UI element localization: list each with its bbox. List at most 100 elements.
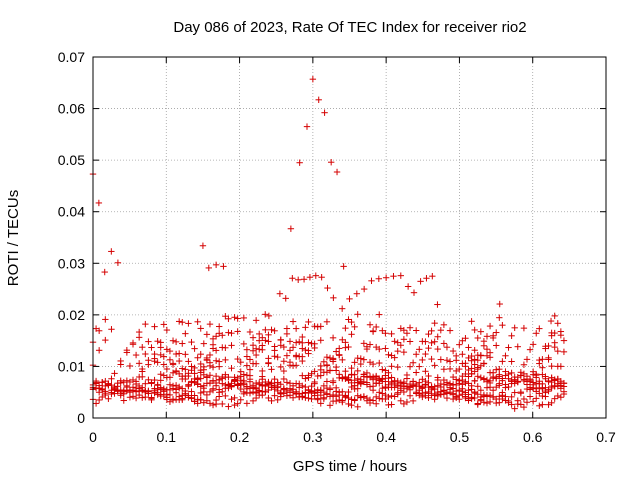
data-point (406, 338, 414, 345)
data-point (357, 378, 364, 385)
data-point (132, 378, 140, 385)
data-point (468, 394, 475, 401)
data-point (449, 373, 457, 381)
data-point (385, 351, 392, 358)
data-point (533, 330, 540, 337)
data-point (299, 353, 306, 360)
data-point (526, 346, 534, 353)
x-tick-label: 0.4 (376, 429, 396, 445)
data-point (148, 380, 155, 387)
data-point (309, 75, 317, 83)
data-point (354, 367, 361, 375)
data-point (419, 356, 426, 364)
data-point (425, 344, 432, 352)
data-point (259, 342, 266, 349)
data-point (120, 388, 127, 396)
data-point (197, 350, 204, 358)
data-point (299, 393, 306, 401)
data-point (268, 366, 275, 373)
data-point (203, 391, 211, 399)
data-point (440, 321, 448, 329)
data-point (151, 388, 158, 396)
data-point (271, 392, 278, 399)
data-point (286, 338, 294, 345)
data-point (536, 356, 543, 364)
data-point (511, 324, 518, 332)
data-point (194, 376, 201, 383)
data-point (520, 361, 528, 368)
data-point (394, 347, 401, 355)
data-point (283, 379, 291, 386)
data-point (351, 397, 358, 404)
data-point (252, 385, 260, 393)
data-point (539, 401, 546, 408)
data-point (520, 324, 528, 332)
data-point (545, 342, 552, 350)
data-point (326, 393, 334, 400)
data-point (397, 379, 404, 386)
data-point (388, 330, 395, 338)
data-point (486, 398, 494, 406)
data-point (468, 352, 475, 360)
data-point (120, 378, 127, 386)
data-point (429, 272, 436, 280)
data-point (422, 368, 429, 375)
data-point (259, 382, 266, 390)
data-point (348, 318, 355, 326)
data-point (391, 378, 398, 385)
data-point (547, 317, 555, 325)
data-point (368, 277, 375, 285)
data-point (336, 371, 343, 378)
data-point (252, 345, 260, 352)
data-point (385, 393, 392, 401)
data-point (271, 375, 278, 383)
data-point (400, 348, 408, 356)
data-point (271, 343, 278, 350)
data-point (388, 401, 395, 408)
data-point (185, 358, 192, 365)
data-point (539, 392, 546, 400)
data-point (237, 368, 244, 375)
x-tick-label: 0.2 (230, 429, 250, 445)
data-point (449, 347, 457, 355)
data-point (252, 360, 260, 367)
data-point (123, 346, 131, 354)
data-point (412, 383, 420, 390)
x-tick-label: 0.1 (157, 429, 177, 445)
data-point (443, 389, 451, 396)
data-point (496, 365, 503, 373)
data-point (259, 334, 266, 341)
data-point (474, 365, 481, 373)
data-point (508, 401, 515, 408)
data-point (409, 378, 417, 385)
data-point (369, 373, 377, 381)
data-point (265, 360, 272, 367)
data-point (283, 386, 291, 394)
data-point (197, 383, 204, 390)
data-point (554, 375, 561, 383)
data-point (209, 341, 217, 348)
data-point (95, 396, 103, 404)
data-point (157, 384, 164, 391)
data-point (286, 347, 294, 354)
data-point (92, 400, 100, 407)
data-point (240, 314, 248, 322)
data-point (474, 334, 481, 342)
data-point (372, 323, 380, 331)
data-point (231, 314, 238, 321)
data-point (489, 393, 497, 400)
data-point (228, 396, 235, 403)
data-point (151, 355, 158, 362)
data-point (517, 401, 525, 408)
data-point (499, 321, 506, 329)
data-point (394, 363, 401, 371)
data-point (102, 336, 109, 344)
data-point (332, 348, 340, 355)
data-point (375, 275, 383, 282)
data-point (345, 374, 352, 382)
data-point (132, 394, 140, 402)
data-point (311, 387, 318, 395)
data-point (259, 367, 266, 375)
data-point (197, 369, 204, 376)
data-point (508, 393, 515, 401)
